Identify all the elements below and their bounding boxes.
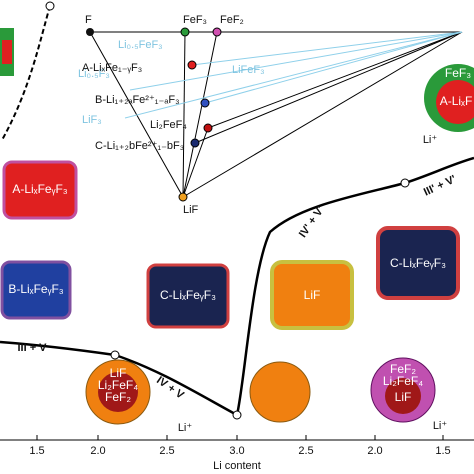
inset: [98, 372, 138, 412]
inset-label: FeF₂: [390, 362, 416, 376]
phase-label: III + V: [17, 342, 47, 354]
ternary-label: Li₀.₅F₃: [78, 68, 110, 80]
x-tick-label: 2.0: [90, 445, 105, 457]
x-tick-label: 1.5: [435, 445, 450, 457]
ternary-label: B-Li₁₊₂ₐFe²⁺₁₋ₐF₃: [95, 94, 180, 106]
ternary-label: FeF₂: [220, 14, 244, 26]
inset-label: Li⁺: [178, 422, 193, 434]
ternary-label: F: [85, 14, 92, 26]
particle: [0, 260, 72, 320]
ternary-points: [86, 27, 222, 202]
inset: [385, 378, 421, 414]
ternary-label: LiF: [183, 204, 199, 216]
inset-label: Li₂FeF₄: [98, 378, 138, 392]
x-tick-label: 1.5: [29, 445, 44, 457]
inset: [436, 80, 474, 124]
inset-label: FeF₂: [105, 390, 131, 404]
particle-label: C-LiₓFeᵧF₃: [390, 256, 446, 270]
inset-label: Li⁺: [433, 420, 448, 432]
particle-label: LiF: [304, 288, 321, 302]
inset-label: Li⁺: [423, 134, 438, 146]
particle: [146, 263, 230, 329]
x-tick-label: 2.5: [298, 445, 313, 457]
ternary-lines: [89, 31, 463, 198]
inset-label: LiF: [395, 390, 412, 404]
ternary-label: A-LiₓFe₁₋ᵧF₃: [82, 62, 142, 74]
curve-point: [232, 410, 242, 420]
phase-label: III' + V': [422, 173, 458, 199]
inset-label: FeF₃: [445, 66, 471, 80]
particle-label: A-LiₓFeᵧF₃: [12, 182, 67, 196]
particle-label: C-LiₓFeᵧF₃: [160, 288, 216, 302]
inset-label: Li₂FeF₄: [383, 374, 423, 388]
ternary-label: C-Li₁₊₂bFe²⁺₁₋bF₃: [95, 140, 184, 152]
dashed-curve: [1, 5, 51, 141]
ternary-label: FeF₃: [183, 14, 207, 26]
x-tick-label: 2.5: [159, 445, 174, 457]
particle: [376, 226, 460, 300]
curve-point: [400, 178, 410, 188]
particle: [270, 260, 354, 330]
ternary-label: LiF₃: [82, 114, 102, 126]
inset-label: A-LiₓF: [440, 94, 473, 108]
axis-label: Li content: [213, 460, 261, 472]
x-tick-label: 2.0: [367, 445, 382, 457]
inset-label: LiF: [110, 366, 127, 380]
ternary-label: LiFeF₃: [232, 64, 265, 76]
curve-point: [45, 1, 55, 11]
ternary-lines-light: [124, 31, 463, 119]
particle: [2, 160, 78, 220]
particle: [2, 40, 12, 64]
x-tick-label: 3.0: [229, 445, 244, 457]
inset: [249, 361, 311, 423]
curve-point: [110, 350, 120, 360]
particle-label: B-LiₓFeᵧF₃: [8, 282, 63, 296]
ternary-label: Li₂FeF₄: [150, 119, 187, 131]
ternary-label: Li₀.₅FeF₃: [118, 39, 163, 51]
